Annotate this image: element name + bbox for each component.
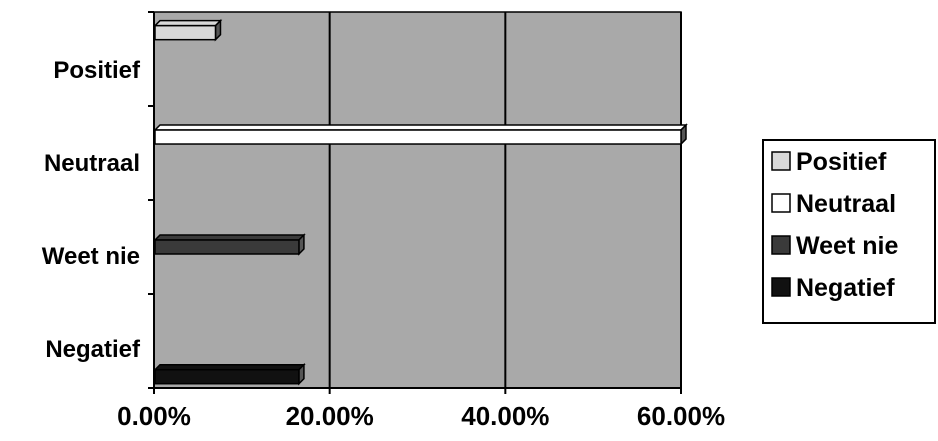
category-label: Positief bbox=[53, 57, 141, 84]
x-tick-label: 20.00% bbox=[286, 401, 374, 431]
x-tick-label: 60.00% bbox=[637, 401, 725, 431]
bar-negatief bbox=[153, 362, 306, 386]
bar-weet-nie bbox=[153, 233, 306, 256]
category-label: Weet nie bbox=[42, 243, 140, 270]
legend bbox=[762, 139, 936, 324]
legend-label: Neutraal bbox=[796, 190, 896, 218]
legend-label: Positief bbox=[796, 148, 887, 176]
legend-swatch bbox=[771, 235, 791, 255]
category-label: Negatief bbox=[45, 336, 141, 363]
category-label: Neutraal bbox=[44, 150, 140, 177]
legend-swatch bbox=[771, 277, 791, 297]
plot-area bbox=[153, 11, 682, 389]
x-tick-label: 0.00% bbox=[117, 401, 191, 431]
bar-neutraal bbox=[153, 123, 688, 146]
legend-label: Negatief bbox=[796, 274, 895, 302]
x-tick-label: 40.00% bbox=[461, 401, 549, 431]
legend-swatch bbox=[771, 193, 791, 213]
legend-swatch bbox=[771, 151, 791, 171]
legend-label: Weet nie bbox=[796, 232, 898, 260]
bar-positief bbox=[153, 18, 223, 42]
